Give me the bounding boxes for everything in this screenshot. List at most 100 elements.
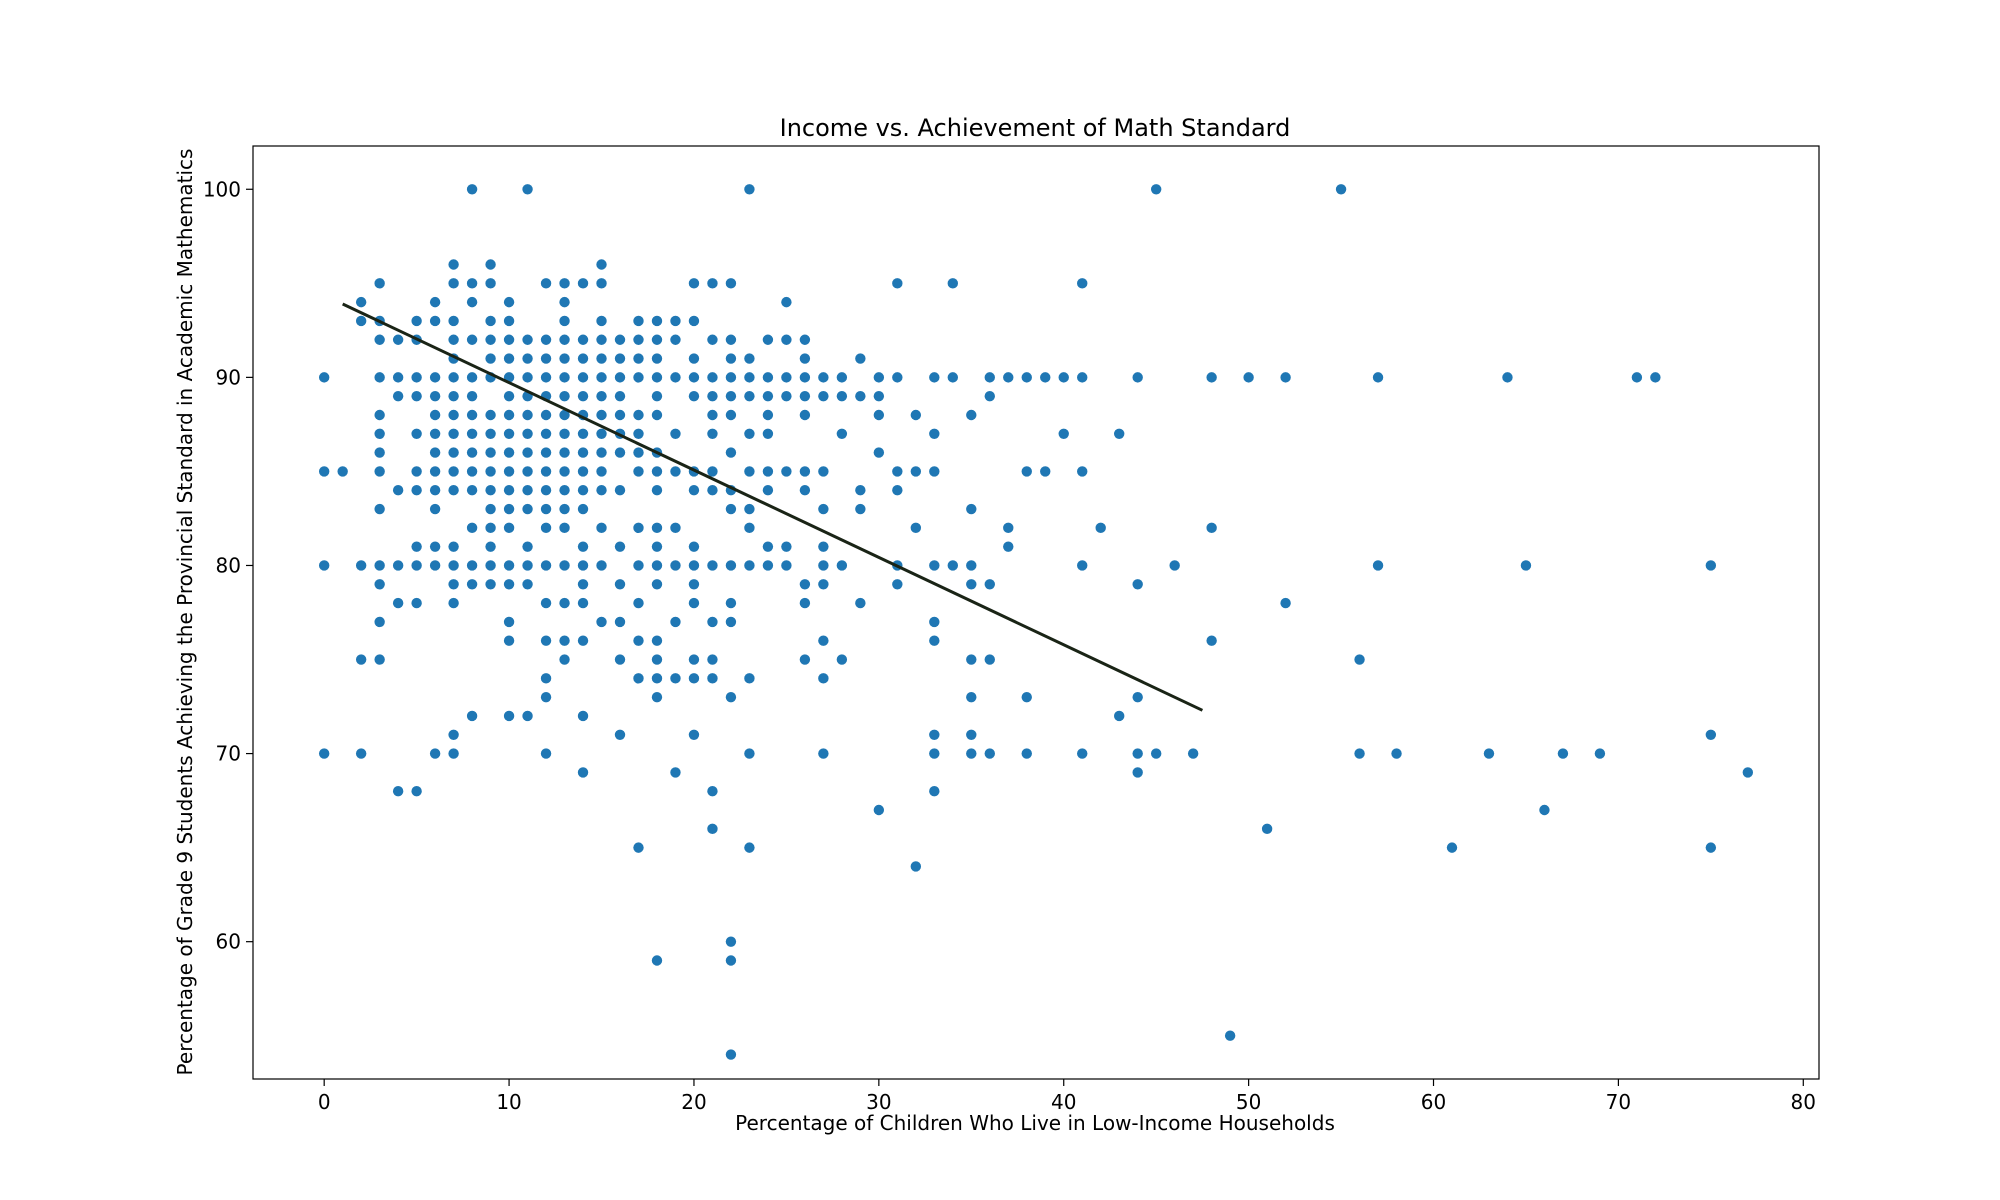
scatter-point bbox=[725, 616, 737, 628]
scatter-point bbox=[522, 428, 533, 440]
scatter-point bbox=[688, 654, 700, 665]
scatter-point bbox=[855, 353, 866, 364]
scatter-point bbox=[466, 560, 478, 571]
scatter-point bbox=[503, 466, 515, 477]
scatter-point bbox=[466, 296, 478, 308]
scatter-point bbox=[651, 485, 663, 496]
scatter-point bbox=[1132, 372, 1143, 383]
scatter-point bbox=[633, 466, 644, 477]
scatter-point bbox=[374, 466, 385, 477]
scatter-point bbox=[910, 522, 922, 534]
scatter-point bbox=[781, 390, 792, 402]
scatter-point bbox=[707, 409, 718, 421]
scatter-point bbox=[466, 428, 478, 440]
scatter-point bbox=[411, 541, 422, 552]
scatter-point bbox=[707, 654, 718, 665]
x-tick-label: 10 bbox=[496, 1090, 521, 1114]
scatter-point bbox=[559, 334, 570, 345]
scatter-point bbox=[1077, 278, 1088, 289]
scatter-point bbox=[1021, 466, 1032, 477]
scatter-point bbox=[448, 485, 459, 496]
scatter-point bbox=[1502, 372, 1513, 383]
scatter-point bbox=[984, 390, 995, 402]
scatter-point bbox=[540, 353, 552, 364]
scatter-point bbox=[670, 767, 681, 778]
scatter-point bbox=[540, 372, 552, 383]
scatter-point bbox=[873, 390, 885, 402]
scatter-point bbox=[411, 466, 422, 477]
scatter-point bbox=[633, 409, 644, 421]
scatter-point bbox=[892, 466, 903, 477]
scatter-point bbox=[1021, 691, 1032, 703]
scatter-point bbox=[873, 409, 885, 421]
scatter-point bbox=[466, 579, 478, 590]
scatter-point bbox=[485, 409, 496, 421]
scatter-point bbox=[540, 409, 552, 421]
scatter-point bbox=[651, 560, 663, 571]
scatter-point bbox=[577, 579, 589, 590]
scatter-point bbox=[1058, 372, 1069, 383]
scatter-point bbox=[429, 560, 441, 571]
scatter-point bbox=[559, 560, 570, 571]
scatter-point bbox=[1150, 184, 1162, 195]
scatter-point bbox=[762, 334, 774, 345]
scatter-point bbox=[818, 503, 829, 515]
scatter-point bbox=[466, 466, 478, 477]
scatter-point bbox=[1446, 842, 1458, 853]
scatter-point bbox=[929, 372, 940, 383]
scatter-point bbox=[966, 579, 977, 590]
scatter-point bbox=[355, 748, 367, 759]
scatter-point bbox=[818, 466, 829, 477]
scatter-point bbox=[448, 409, 459, 421]
scatter-point bbox=[392, 785, 404, 797]
y-tick-label: 90 bbox=[216, 365, 241, 389]
scatter-point bbox=[707, 616, 718, 628]
scatter-point bbox=[540, 503, 552, 515]
scatter-point bbox=[448, 390, 459, 402]
scatter-point bbox=[929, 729, 940, 740]
scatter-point bbox=[1132, 748, 1143, 759]
scatter-point bbox=[1705, 729, 1717, 740]
scatter-point bbox=[744, 466, 755, 477]
scatter-point bbox=[374, 560, 385, 571]
scatter-point bbox=[522, 372, 533, 383]
scatter-point bbox=[577, 597, 589, 609]
scatter-point bbox=[355, 560, 367, 571]
scatter-point bbox=[688, 353, 700, 364]
scatter-point bbox=[781, 372, 792, 383]
scatter-point bbox=[651, 334, 663, 345]
scatter-point bbox=[522, 485, 533, 496]
scatter-point bbox=[559, 466, 570, 477]
scatter-point bbox=[337, 466, 348, 477]
scatter-point bbox=[540, 522, 552, 534]
scatter-point bbox=[818, 372, 829, 383]
scatter-point bbox=[614, 485, 626, 496]
scatter-point bbox=[429, 748, 441, 759]
scatter-point bbox=[374, 372, 385, 383]
scatter-point bbox=[781, 296, 792, 308]
x-tick-label: 70 bbox=[1606, 1090, 1631, 1114]
scatter-point bbox=[651, 579, 663, 590]
scatter-point bbox=[374, 503, 385, 515]
scatter-point bbox=[670, 372, 681, 383]
scatter-point bbox=[466, 184, 478, 195]
x-axis-label: Percentage of Children Who Live in Low-I… bbox=[735, 1111, 1335, 1135]
scatter-point bbox=[855, 390, 866, 402]
scatter-point bbox=[929, 428, 940, 440]
scatter-point bbox=[485, 447, 496, 458]
scatter-point bbox=[596, 278, 607, 289]
scatter-point bbox=[966, 748, 977, 759]
scatter-point bbox=[429, 315, 441, 327]
scatter-point bbox=[892, 372, 903, 383]
scatter-point bbox=[318, 560, 330, 571]
scatter-point bbox=[392, 485, 404, 496]
scatter-point bbox=[836, 372, 848, 383]
scatter-point bbox=[559, 447, 570, 458]
scatter-point bbox=[503, 710, 515, 722]
scatter-point bbox=[818, 673, 829, 684]
scatter-point bbox=[725, 334, 737, 345]
scatter-point bbox=[485, 485, 496, 496]
scatter-point bbox=[355, 654, 367, 665]
scatter-point bbox=[781, 560, 792, 571]
scatter-point bbox=[929, 560, 940, 571]
